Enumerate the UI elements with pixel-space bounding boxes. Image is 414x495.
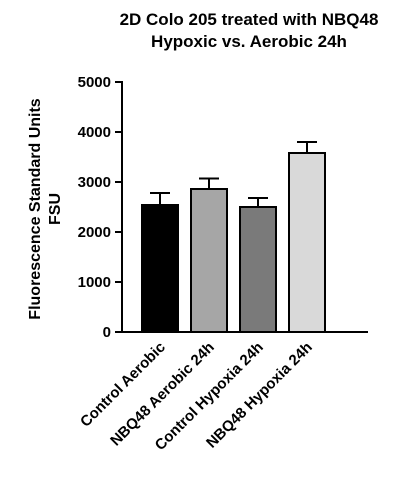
bar-4 — [288, 152, 326, 333]
bar-3 — [239, 206, 277, 333]
title-line-2: Hypoxic vs. Aerobic 24h — [151, 32, 347, 51]
bar-2 — [190, 188, 228, 333]
x-tick-label-1: Control Aerobic — [77, 339, 169, 431]
bar-1 — [141, 204, 179, 333]
chart-title: 2D Colo 205 treated with NBQ48 Hypoxic v… — [120, 10, 379, 51]
title-line-1: 2D Colo 205 treated with NBQ48 — [120, 10, 379, 29]
y-tick-label-0: 0 — [103, 324, 111, 341]
y-tick-label-4000: 4000 — [78, 124, 111, 141]
y-tick-label-1000: 1000 — [78, 274, 111, 291]
y-tick-label-2000: 2000 — [78, 224, 111, 241]
error-bar-1 — [150, 192, 170, 205]
error-bar-2 — [199, 177, 219, 189]
y-axis-label: Fluorescence Standard Units FSU — [27, 98, 64, 319]
y-tick-label-5000: 5000 — [78, 74, 111, 91]
y-tick-label-3000: 3000 — [78, 174, 111, 191]
y-axis-label-line-2: FSU — [47, 193, 64, 225]
error-bar-4 — [297, 141, 317, 153]
error-bar-3 — [248, 197, 268, 207]
y-axis-label-line-1: Fluorescence Standard Units — [27, 98, 44, 319]
